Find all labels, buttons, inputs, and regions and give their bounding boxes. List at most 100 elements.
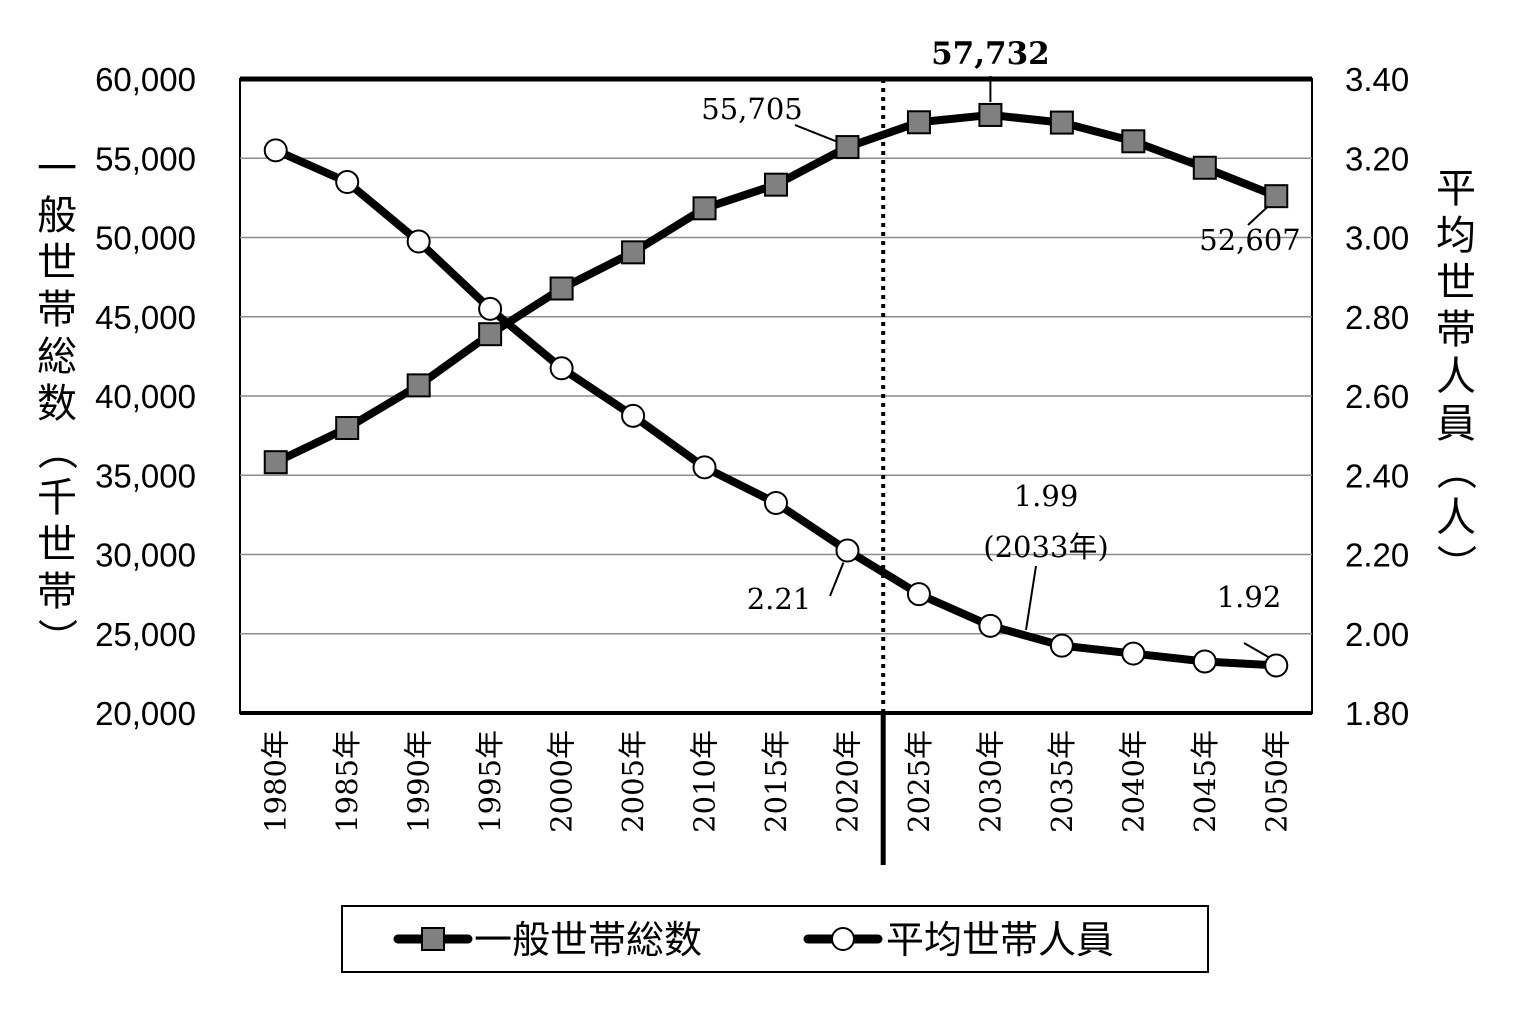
- point-households: [1264, 184, 1289, 209]
- right-title-char: 人: [1436, 354, 1476, 400]
- point-members: [406, 229, 431, 254]
- point-households: [692, 196, 717, 221]
- legend-box: [341, 905, 1209, 973]
- point-households: [835, 135, 860, 160]
- legend-marker-circle: [831, 927, 855, 951]
- series-markers: [263, 102, 1289, 678]
- left-title-char: 総: [37, 334, 77, 380]
- point-members: [335, 170, 360, 195]
- left-tick-label: 35,000: [95, 457, 196, 494]
- point-households: [978, 102, 1003, 127]
- left-title-char: 世: [37, 240, 77, 286]
- right-title-char: 人: [1436, 495, 1476, 541]
- right-tick-label: 3.40: [1345, 61, 1409, 98]
- left-axis-ticks: 20,000 25,000 30,000 35,000 40,000 45,000 50,0…: [95, 61, 196, 732]
- right-title-char: 平: [1436, 166, 1476, 212]
- legend: 一般世帯総数 平均世帯人員: [341, 905, 1209, 973]
- x-tick-label: 2015年: [759, 730, 793, 833]
- point-households: [1049, 110, 1074, 135]
- point-members: [764, 490, 788, 515]
- point-members: [621, 403, 646, 428]
- right-title-char: ）: [1432, 544, 1478, 584]
- annotation-2033: (2033年): [983, 530, 1108, 564]
- point-members: [1264, 653, 1289, 678]
- right-tick-label: 2.40: [1345, 457, 1409, 494]
- legend-label-members: 平均世帯人員: [886, 918, 1114, 962]
- left-tick-label: 45,000: [95, 299, 196, 336]
- x-tick-label: 1990年: [402, 730, 436, 833]
- annotation-leader: [794, 124, 836, 143]
- right-tick-label: 2.20: [1345, 537, 1409, 574]
- point-members: [835, 538, 860, 563]
- x-tick-label: 2050年: [1259, 730, 1293, 833]
- left-title-char: 般: [37, 193, 77, 239]
- left-tick-label: 25,000: [95, 616, 196, 653]
- right-title-char: 帯: [1436, 307, 1476, 353]
- x-axis-ticks: 1980年 1985年 1990年 1995年 2000年 2005年 2010年 2015年…: [259, 730, 1294, 833]
- right-tick-label: 3.00: [1345, 220, 1409, 257]
- left-tick-label: 50,000: [95, 220, 196, 257]
- left-tick-label: 40,000: [95, 378, 196, 415]
- left-tick-label: 55,000: [95, 140, 196, 177]
- point-members: [1049, 633, 1074, 658]
- annotation-52607: 52,607: [1199, 223, 1300, 257]
- x-tick-label: 1980年: [259, 730, 293, 833]
- right-tick-label: 2.00: [1345, 616, 1409, 653]
- annotation-57732: 57,732: [931, 36, 1050, 72]
- right-title-char: （: [1432, 450, 1478, 490]
- point-households: [263, 450, 288, 475]
- point-households: [1192, 155, 1217, 180]
- left-title-char: （: [33, 430, 79, 470]
- x-tick-label: 2040年: [1116, 730, 1150, 833]
- point-households: [335, 416, 360, 441]
- x-tick-label: 2010年: [688, 730, 722, 833]
- x-tick-label: 2025年: [902, 730, 936, 833]
- annotation-221: 2.21: [747, 582, 812, 616]
- point-members: [906, 582, 931, 607]
- left-title-char: 数: [37, 381, 77, 427]
- point-households: [764, 172, 788, 197]
- point-households: [478, 322, 503, 347]
- left-title-char: ）: [33, 618, 79, 658]
- annotation-55705: 55,705: [701, 92, 802, 126]
- left-title-char: 帯: [37, 569, 77, 615]
- x-tick-label: 2020年: [830, 730, 864, 833]
- left-title-char: 千: [37, 475, 77, 521]
- right-tick-label: 2.80: [1345, 299, 1409, 336]
- x-tick-label: 2030年: [973, 730, 1007, 833]
- x-tick-label: 2035年: [1045, 730, 1079, 833]
- annotation-199: 1.99: [1014, 479, 1079, 513]
- point-households: [406, 373, 431, 398]
- x-tick-label: 2045年: [1188, 730, 1222, 833]
- left-axis-title: 一般世帯総数（千世帯）: [33, 146, 79, 658]
- left-title-char: 世: [37, 522, 77, 568]
- left-tick-label: 20,000: [95, 695, 196, 732]
- right-title-char: 均: [1436, 213, 1476, 259]
- annotation-192: 1.92: [1217, 580, 1282, 614]
- point-members: [1192, 649, 1217, 674]
- left-tick-label: 60,000: [95, 61, 196, 98]
- annotation-leader: [1025, 565, 1037, 631]
- annotation-leader: [1247, 205, 1269, 226]
- x-tick-label: 1985年: [330, 730, 364, 833]
- annotation-leader: [1243, 642, 1270, 659]
- right-axis-ticks: 1.80 2.00 2.20 2.40 2.60 2.80 3.00 3.20 3.40: [1345, 61, 1409, 732]
- gridlines: [240, 157, 1312, 635]
- annotation-leader: [829, 562, 845, 597]
- left-tick-label: 30,000: [95, 537, 196, 574]
- point-households: [906, 110, 931, 135]
- x-tick-label: 2000年: [545, 730, 579, 833]
- legend-marker-square: [421, 927, 445, 951]
- x-tick-label: 1995年: [473, 730, 507, 833]
- point-households: [621, 240, 646, 265]
- x-tick-label: 2005年: [616, 730, 650, 833]
- point-households: [549, 276, 574, 301]
- left-title-char: 一: [37, 146, 77, 192]
- right-tick-label: 1.80: [1345, 695, 1409, 732]
- right-title-char: 員: [1436, 401, 1476, 447]
- right-title-char: 世: [1436, 260, 1476, 306]
- point-members: [1121, 641, 1146, 666]
- point-members: [263, 138, 288, 163]
- point-households: [1121, 129, 1146, 154]
